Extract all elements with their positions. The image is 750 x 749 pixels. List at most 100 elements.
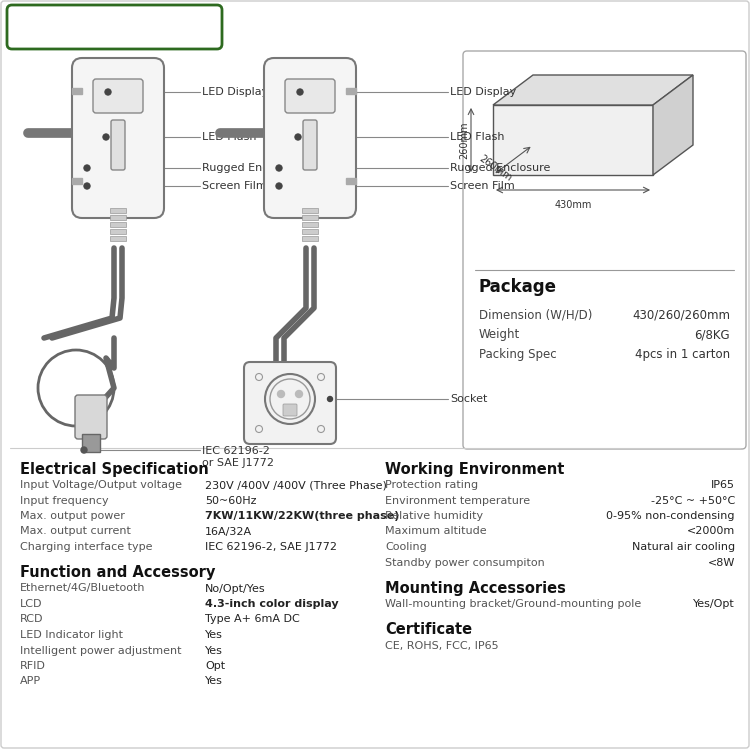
FancyBboxPatch shape (7, 5, 222, 49)
Circle shape (298, 89, 302, 94)
Text: IP65: IP65 (711, 480, 735, 490)
Text: Product Parameters: Product Parameters (14, 18, 216, 36)
Bar (110, 208, 126, 213)
Text: 260mm: 260mm (477, 153, 513, 183)
FancyBboxPatch shape (111, 120, 125, 170)
Bar (346, 178, 356, 184)
Text: Electrical Specification: Electrical Specification (20, 462, 208, 477)
FancyBboxPatch shape (75, 395, 107, 439)
FancyBboxPatch shape (244, 362, 336, 444)
Text: Yes/Opt: Yes/Opt (693, 599, 735, 609)
Bar (302, 229, 318, 234)
Text: CE, ROHS, FCC, IP65: CE, ROHS, FCC, IP65 (385, 640, 499, 650)
Bar (302, 222, 318, 227)
Text: 50~60Hz: 50~60Hz (205, 496, 257, 506)
Text: 4pcs in 1 carton: 4pcs in 1 carton (634, 348, 730, 361)
Bar (110, 229, 126, 234)
Text: Type A+ 6mA DC: Type A+ 6mA DC (205, 614, 300, 625)
Circle shape (277, 184, 281, 189)
Text: 4.3-inch color display: 4.3-inch color display (205, 599, 339, 609)
Bar (110, 236, 126, 241)
Polygon shape (493, 105, 653, 175)
Circle shape (104, 135, 109, 139)
Text: 230V /400V /400V (Three Phase): 230V /400V /400V (Three Phase) (205, 480, 387, 490)
Text: -25°C ~ +50°C: -25°C ~ +50°C (651, 496, 735, 506)
Circle shape (276, 165, 282, 171)
Circle shape (296, 135, 301, 139)
Text: 260mm: 260mm (459, 121, 469, 159)
Bar (346, 88, 356, 94)
Text: RFID: RFID (20, 661, 46, 671)
Bar (72, 88, 82, 94)
Text: Certificate: Certificate (385, 622, 472, 637)
Circle shape (277, 166, 281, 171)
Text: 0-95% non-condensing: 0-95% non-condensing (607, 511, 735, 521)
Text: LED Display: LED Display (450, 87, 516, 97)
Circle shape (84, 183, 90, 189)
Bar (82, 434, 100, 452)
FancyBboxPatch shape (264, 58, 356, 218)
Text: Dimension (W/H/D): Dimension (W/H/D) (479, 308, 592, 321)
Circle shape (295, 134, 301, 140)
Text: Ethernet/4G/Bluetooth: Ethernet/4G/Bluetooth (20, 583, 146, 593)
Text: IEC 62196-2
or SAE J1772: IEC 62196-2 or SAE J1772 (202, 446, 274, 467)
Text: Function and Accessory: Function and Accessory (20, 565, 215, 580)
Polygon shape (653, 75, 693, 175)
FancyBboxPatch shape (93, 79, 143, 113)
Text: Screen Film: Screen Film (202, 181, 267, 191)
Text: Socket: Socket (450, 394, 488, 404)
Text: 16A/32A: 16A/32A (205, 527, 252, 536)
Bar (302, 215, 318, 220)
Bar (110, 215, 126, 220)
Circle shape (297, 89, 303, 95)
Text: 6/8KG: 6/8KG (694, 328, 730, 341)
Circle shape (296, 390, 302, 398)
Bar (110, 222, 126, 227)
Circle shape (106, 89, 110, 94)
Bar (302, 208, 318, 213)
Text: Rugged Enclosure: Rugged Enclosure (450, 163, 550, 173)
Text: Working Environment: Working Environment (385, 462, 564, 477)
Text: Yes: Yes (205, 676, 223, 687)
FancyBboxPatch shape (283, 404, 297, 416)
FancyBboxPatch shape (285, 79, 335, 113)
Polygon shape (493, 75, 693, 105)
Text: Natural air cooling: Natural air cooling (632, 542, 735, 552)
Text: Weight: Weight (479, 328, 520, 341)
Bar (302, 236, 318, 241)
Text: Standby power consumpiton: Standby power consumpiton (385, 557, 544, 568)
Text: Environment temperature: Environment temperature (385, 496, 530, 506)
Text: Intelligent power adjustment: Intelligent power adjustment (20, 646, 182, 655)
Text: Wall-mounting bracket/Ground-mounting pole: Wall-mounting bracket/Ground-mounting po… (385, 599, 641, 609)
Circle shape (85, 166, 89, 171)
Text: Relative humidity: Relative humidity (385, 511, 483, 521)
Text: Yes: Yes (205, 630, 223, 640)
FancyBboxPatch shape (303, 120, 317, 170)
Text: Rugged Enclosure: Rugged Enclosure (202, 163, 302, 173)
Text: LCD: LCD (20, 599, 43, 609)
Text: LED Display: LED Display (202, 87, 268, 97)
Text: 7KW/11KW/22KW(three phase): 7KW/11KW/22KW(three phase) (205, 511, 399, 521)
Text: Max. output current: Max. output current (20, 527, 130, 536)
Circle shape (276, 183, 282, 189)
Text: IEC 62196-2, SAE J1772: IEC 62196-2, SAE J1772 (205, 542, 337, 552)
Circle shape (278, 390, 284, 398)
Text: Screen Film: Screen Film (450, 181, 514, 191)
Text: Protection rating: Protection rating (385, 480, 478, 490)
Text: LED Indicator light: LED Indicator light (20, 630, 123, 640)
Text: LED Flash: LED Flash (202, 132, 256, 142)
Circle shape (103, 134, 109, 140)
Text: Input frequency: Input frequency (20, 496, 109, 506)
Text: Packing Spec: Packing Spec (479, 348, 556, 361)
Text: Charging interface type: Charging interface type (20, 542, 152, 552)
Circle shape (105, 89, 111, 95)
Text: Package: Package (479, 278, 557, 296)
Bar (72, 178, 82, 184)
Text: Cooling: Cooling (385, 542, 427, 552)
Circle shape (328, 396, 332, 401)
Text: Max. output power: Max. output power (20, 511, 125, 521)
Text: 430/260/260mm: 430/260/260mm (632, 308, 730, 321)
Text: No/Opt/Yes: No/Opt/Yes (205, 583, 266, 593)
Circle shape (84, 165, 90, 171)
Circle shape (85, 184, 89, 189)
